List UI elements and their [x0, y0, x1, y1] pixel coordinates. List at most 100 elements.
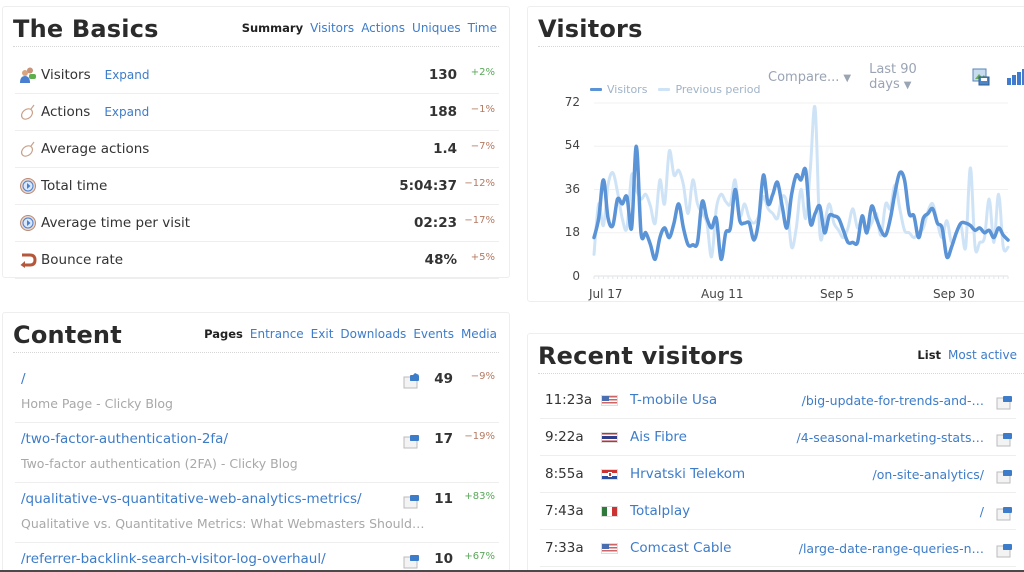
- tab-events[interactable]: Events: [413, 327, 454, 341]
- content-header: Content Pages Entrance Exit Downloads Ev…: [13, 315, 499, 353]
- popout-icon[interactable]: [996, 505, 1014, 525]
- tab-time[interactable]: Time: [467, 21, 497, 35]
- chevron-down-icon: ▼: [843, 72, 852, 84]
- visitors-line-chart[interactable]: [528, 7, 1024, 303]
- visitor-org-link[interactable]: Totalplay: [630, 503, 691, 519]
- clock-icon: [19, 214, 37, 232]
- tab-uniques[interactable]: Uniques: [412, 21, 461, 35]
- y-tick-54: 54: [564, 138, 580, 152]
- visitor-page-link[interactable]: /large-date-range-queries-n…: [798, 540, 984, 556]
- visit-time: 11:23a: [545, 392, 593, 408]
- visitor-org-link[interactable]: Comcast Cable: [630, 540, 732, 556]
- content-change: −19%: [464, 431, 495, 442]
- popout-icon[interactable]: [996, 431, 1014, 451]
- visitors-chart-panel: Visitors Compare... ▼ Last 90 days ▼ Visit…: [527, 6, 1024, 302]
- tab-actions[interactable]: Actions: [361, 21, 406, 35]
- visitor-page-link[interactable]: /4-seasonal-marketing-stats…: [796, 429, 984, 445]
- content-url-link[interactable]: /referrer-backlink-search-visitor-log-ov…: [21, 551, 326, 567]
- legend-swatch-previous: [658, 88, 671, 91]
- basics-value: 02:23: [414, 215, 457, 231]
- flag-us-icon: [601, 394, 618, 406]
- previous-period-line[interactable]: [592, 104, 1010, 259]
- popout-icon[interactable]: [403, 373, 421, 393]
- content-row: /qualitative-vs-quantitative-web-analyti…: [15, 483, 499, 543]
- content-count: 17: [434, 431, 453, 447]
- chart-legend: Visitors Previous period: [590, 83, 760, 96]
- popout-icon[interactable]: [403, 433, 421, 453]
- visitor-row: 11:23a T-mobile Usa /big-update-for-tren…: [540, 382, 1016, 419]
- bar-chart-icon[interactable]: [1006, 69, 1024, 85]
- chevron-down-icon: ▼: [903, 80, 912, 91]
- content-url-link[interactable]: /: [21, 371, 26, 387]
- visitors-line[interactable]: [592, 144, 1010, 261]
- basics-row-average-actions: Average actions 1.4 −7%: [15, 131, 499, 168]
- y-tick-72: 72: [564, 95, 580, 109]
- visitor-org-link[interactable]: T-mobile Usa: [630, 392, 718, 408]
- compare-label: Compare...: [768, 69, 840, 85]
- content-change: +67%: [464, 551, 495, 562]
- tab-list[interactable]: List: [917, 348, 942, 362]
- content-change: +83%: [464, 491, 495, 502]
- popout-icon[interactable]: [996, 468, 1014, 488]
- visitor-org-link[interactable]: Ais Fibre: [630, 429, 687, 445]
- basics-row-actions: Actions Expand 188 −1%: [15, 94, 499, 131]
- basics-label: Average actions: [41, 141, 150, 157]
- compare-dropdown[interactable]: Compare... ▼: [768, 70, 851, 85]
- basics-change: +2%: [470, 67, 495, 78]
- y-tick-36: 36: [564, 182, 580, 196]
- expand-actions-link[interactable]: Expand: [104, 105, 150, 119]
- basics-row-bounce-rate: Bounce rate 48% +5%: [15, 242, 499, 279]
- flag-hr-icon: [601, 468, 618, 480]
- visit-time: 7:43a: [545, 503, 584, 519]
- tab-downloads[interactable]: Downloads: [340, 327, 407, 341]
- basics-change: −12%: [464, 178, 495, 189]
- legend-previous-period[interactable]: Previous period: [675, 83, 761, 96]
- basics-row-average-time: Average time per visit 02:23 −17%: [15, 205, 499, 242]
- basics-change: −17%: [464, 215, 495, 226]
- tab-exit[interactable]: Exit: [310, 327, 334, 341]
- tab-media[interactable]: Media: [460, 327, 497, 341]
- visitors-chart-title: Visitors: [538, 15, 643, 43]
- content-row: / Home Page - Clicky Blog 49 −9%: [15, 363, 499, 423]
- tab-entrance[interactable]: Entrance: [249, 327, 304, 341]
- content-change: −9%: [470, 371, 495, 382]
- visitors-chart-header: Visitors: [538, 9, 1024, 47]
- basics-label: Average time per visit: [41, 215, 191, 231]
- visitors-icon: [19, 66, 37, 84]
- popout-icon[interactable]: [403, 493, 421, 513]
- content-page-title: Two-factor authentication (2FA) - Clicky…: [21, 456, 298, 471]
- date-range-dropdown[interactable]: Last 90 days ▼: [869, 62, 956, 92]
- window-bottom-edge: [0, 570, 1024, 572]
- popout-icon[interactable]: [996, 542, 1014, 562]
- content-tabs: Pages Entrance Exit Downloads Events Med…: [204, 327, 497, 341]
- visitor-page-link[interactable]: /big-update-for-trends-and-…: [801, 392, 984, 408]
- expand-visitors-link[interactable]: Expand: [104, 68, 150, 82]
- legend-visitors[interactable]: Visitors: [607, 83, 648, 96]
- tab-most-active[interactable]: Most active: [948, 348, 1017, 362]
- popout-icon[interactable]: [403, 553, 421, 572]
- visit-time: 9:22a: [545, 429, 584, 445]
- tab-summary[interactable]: Summary: [241, 21, 304, 35]
- popout-icon[interactable]: [996, 394, 1014, 414]
- x-tick-aug-11: Aug 11: [701, 287, 744, 301]
- basics-header: The Basics Summary Visitors Actions Uniq…: [13, 9, 499, 47]
- tab-pages[interactable]: Pages: [204, 327, 243, 341]
- content-page-title: Qualitative vs. Quantitative Metrics: Wh…: [21, 516, 425, 531]
- save-image-icon[interactable]: [972, 68, 990, 86]
- flag-mx-icon: [601, 505, 618, 517]
- basics-value: 130: [428, 67, 457, 83]
- visitor-page-link[interactable]: /: [979, 503, 984, 519]
- x-tick-sep-5: Sep 5: [820, 287, 855, 301]
- content-url-link[interactable]: /qualitative-vs-quantitative-web-analyti…: [21, 491, 362, 507]
- chart-controls: Compare... ▼ Last 90 days ▼: [768, 62, 1024, 92]
- content-page-title: Home Page - Clicky Blog: [21, 396, 173, 411]
- y-tick-0: 0: [572, 269, 580, 283]
- legend-swatch-visitors: [590, 88, 602, 91]
- tab-visitors[interactable]: Visitors: [310, 21, 355, 35]
- visitor-page-link[interactable]: /on-site-analytics/: [872, 466, 984, 482]
- content-count: 10: [434, 551, 453, 567]
- visitor-org-link[interactable]: Hrvatski Telekom: [630, 466, 746, 482]
- recent-visitors-tabs: List Most active: [917, 348, 1017, 362]
- visitor-row: 7:33a Comcast Cable /large-date-range-qu…: [540, 530, 1016, 567]
- content-url-link[interactable]: /two-factor-authentication-2fa/: [21, 431, 228, 447]
